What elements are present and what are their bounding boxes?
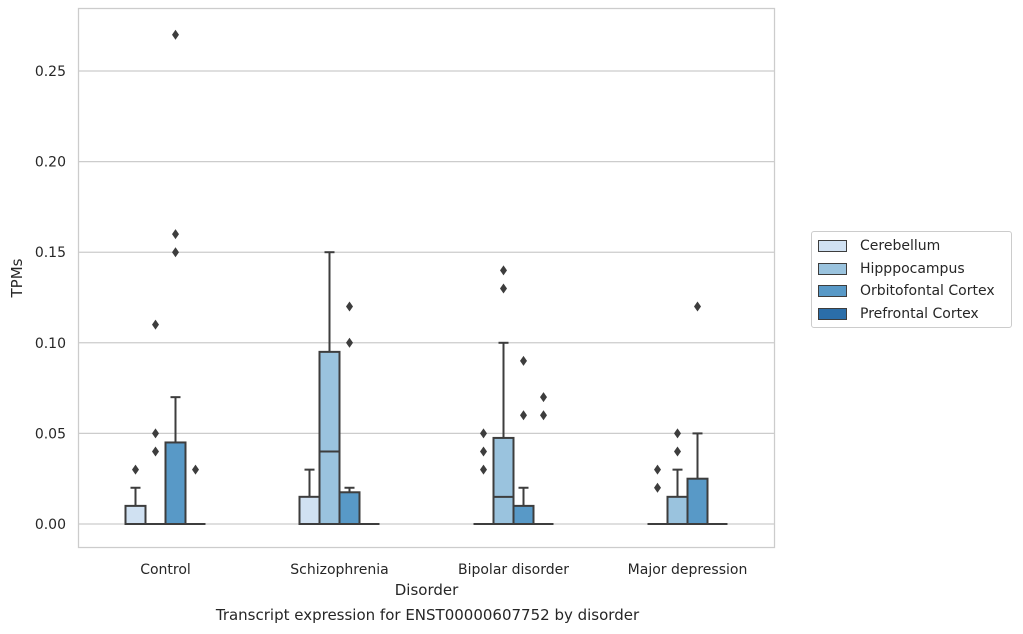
axes-frame — [77, 7, 776, 549]
outlier-point — [674, 428, 681, 439]
outlier-point — [480, 428, 487, 439]
outlier-point — [346, 337, 353, 348]
legend-label-hippocampus: Hipppocampus — [860, 260, 965, 277]
outlier-point — [694, 301, 701, 312]
y-tick-label: 0.00 — [35, 517, 66, 533]
legend-swatch-orbitofrontal-cortex — [818, 285, 847, 298]
box-group — [124, 464, 147, 526]
box-series — [124, 29, 728, 526]
box-group — [338, 301, 361, 526]
box — [318, 350, 341, 525]
outlier-point — [192, 464, 199, 475]
outlier-point — [480, 464, 487, 475]
outlier-point — [346, 301, 353, 312]
outlier-point — [520, 355, 527, 366]
box-group — [666, 428, 689, 526]
box-group — [185, 464, 206, 525]
box-group — [473, 428, 494, 525]
outlier-point — [132, 464, 139, 475]
legend-swatch-prefrontal-cortex — [818, 307, 847, 320]
x-tick-label: Schizophrenia — [290, 562, 388, 578]
y-tick-label: 0.20 — [35, 155, 66, 171]
box — [298, 495, 321, 526]
box-group — [145, 319, 166, 525]
box — [164, 441, 187, 525]
box — [686, 477, 709, 526]
outlier-point — [172, 247, 179, 258]
legend-swatch-cerebellum — [818, 240, 847, 253]
outlier-point — [152, 446, 159, 457]
y-tick-label: 0.10 — [35, 336, 66, 352]
box-group — [533, 392, 554, 525]
y-tick-label: 0.25 — [35, 64, 66, 80]
legend-label-prefrontal-cortex: Prefrontal Cortex — [860, 305, 979, 322]
outlier-point — [172, 29, 179, 40]
outlier-point — [520, 410, 527, 421]
x-tick-label: Major depression — [628, 562, 748, 578]
legend-item-orbitofrontal-cortex: Orbitofontal Cortex — [812, 280, 1011, 303]
legend-swatch-hippocampus — [818, 262, 847, 275]
outlier-point — [152, 428, 159, 439]
box — [492, 436, 515, 525]
outlier-point — [480, 446, 487, 457]
legend-item-cerebellum: Cerebellum — [812, 235, 1011, 258]
outlier-point — [500, 265, 507, 276]
outlier-point — [654, 482, 661, 493]
outlier-point — [540, 410, 547, 421]
y-axis-ticks: 0.00 0.05 0.10 0.15 0.20 0.25 — [35, 64, 66, 533]
legend: Cerebellum Hipppocampus Orbitofontal Cor… — [811, 231, 1012, 328]
box-group — [647, 464, 668, 525]
box-group — [686, 301, 709, 526]
box-group — [318, 251, 341, 525]
box-group — [492, 265, 515, 525]
box-group — [512, 355, 535, 526]
box-group — [164, 29, 187, 525]
legend-item-prefrontal-cortex: Prefrontal Cortex — [812, 303, 1011, 326]
outlier-point — [540, 392, 547, 403]
x-axis-label: Disorder — [395, 581, 459, 599]
outlier-point — [654, 464, 661, 475]
outlier-point — [152, 319, 159, 330]
box-group — [298, 468, 321, 526]
box — [124, 504, 147, 526]
box — [338, 491, 361, 526]
legend-label-orbitofrontal-cortex: Orbitofontal Cortex — [860, 283, 995, 300]
x-axis-ticks: Control Schizophrenia Bipolar disorder Majo… — [140, 562, 747, 578]
legend-label-cerebellum: Cerebellum — [860, 238, 941, 255]
legend-item-hippocampus: Hipppocampus — [812, 258, 1011, 281]
x-tick-label: Control — [140, 562, 191, 578]
box — [512, 504, 535, 526]
outlier-point — [172, 229, 179, 240]
box — [666, 495, 689, 526]
y-tick-label: 0.05 — [35, 426, 66, 442]
y-tick-label: 0.15 — [35, 245, 66, 261]
outlier-point — [500, 283, 507, 294]
outlier-point — [674, 446, 681, 457]
chart-caption: Transcript expression for ENST0000060775… — [215, 606, 640, 624]
y-axis-label: TPMs — [8, 258, 26, 298]
x-tick-label: Bipolar disorder — [458, 562, 569, 578]
